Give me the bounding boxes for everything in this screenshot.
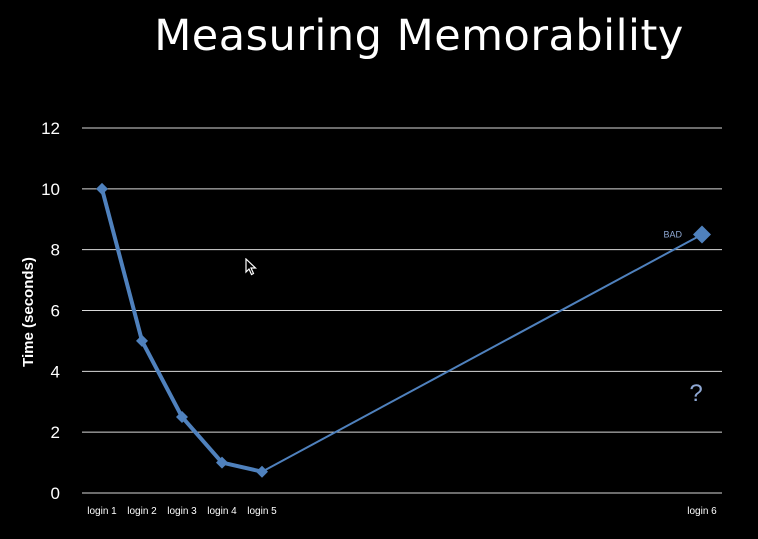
data-point-4 <box>216 456 228 469</box>
annotation-bad: BAD <box>663 229 682 239</box>
series-line-main <box>100 186 264 474</box>
y-tick-label-8: 8 <box>51 241 60 260</box>
slide-title: Measuring Memorability <box>154 11 684 61</box>
y-tick-label-4: 4 <box>51 362 60 381</box>
x-tick-label-5: login 5 <box>247 506 277 517</box>
y-tick-labels: 0 2 4 6 8 10 12 <box>41 119 60 503</box>
y-tick-label-6: 6 <box>51 302 60 321</box>
annotation-question: ? <box>689 380 702 407</box>
y-tick-label-2: 2 <box>51 423 60 442</box>
x-tick-label-4: login 4 <box>207 506 237 517</box>
data-point-1 <box>96 182 108 195</box>
data-point-5 <box>256 465 268 478</box>
x-tick-label-3: login 3 <box>167 506 197 517</box>
x-tick-label-2: login 2 <box>127 506 157 517</box>
series-markers <box>96 182 711 478</box>
x-tick-label-1: login 1 <box>87 506 117 517</box>
mouse-cursor-icon <box>245 257 258 281</box>
annotations: BAD? <box>663 229 702 407</box>
series-line <box>100 186 703 474</box>
x-tick-label-6: login 6 <box>687 506 717 517</box>
series-line-extension <box>261 233 703 473</box>
y-tick-label-0: 0 <box>51 484 60 503</box>
data-point-2 <box>136 334 148 347</box>
data-point-6 <box>693 225 711 244</box>
grid-lines <box>82 127 722 494</box>
x-tick-labels: login 1 login 2 login 3 login 4 login 5 login… <box>87 506 717 517</box>
y-tick-label-12: 12 <box>41 119 60 138</box>
data-point-3 <box>176 410 188 423</box>
y-axis-label: Time (seconds) <box>20 257 37 367</box>
y-tick-label-10: 10 <box>41 180 60 199</box>
